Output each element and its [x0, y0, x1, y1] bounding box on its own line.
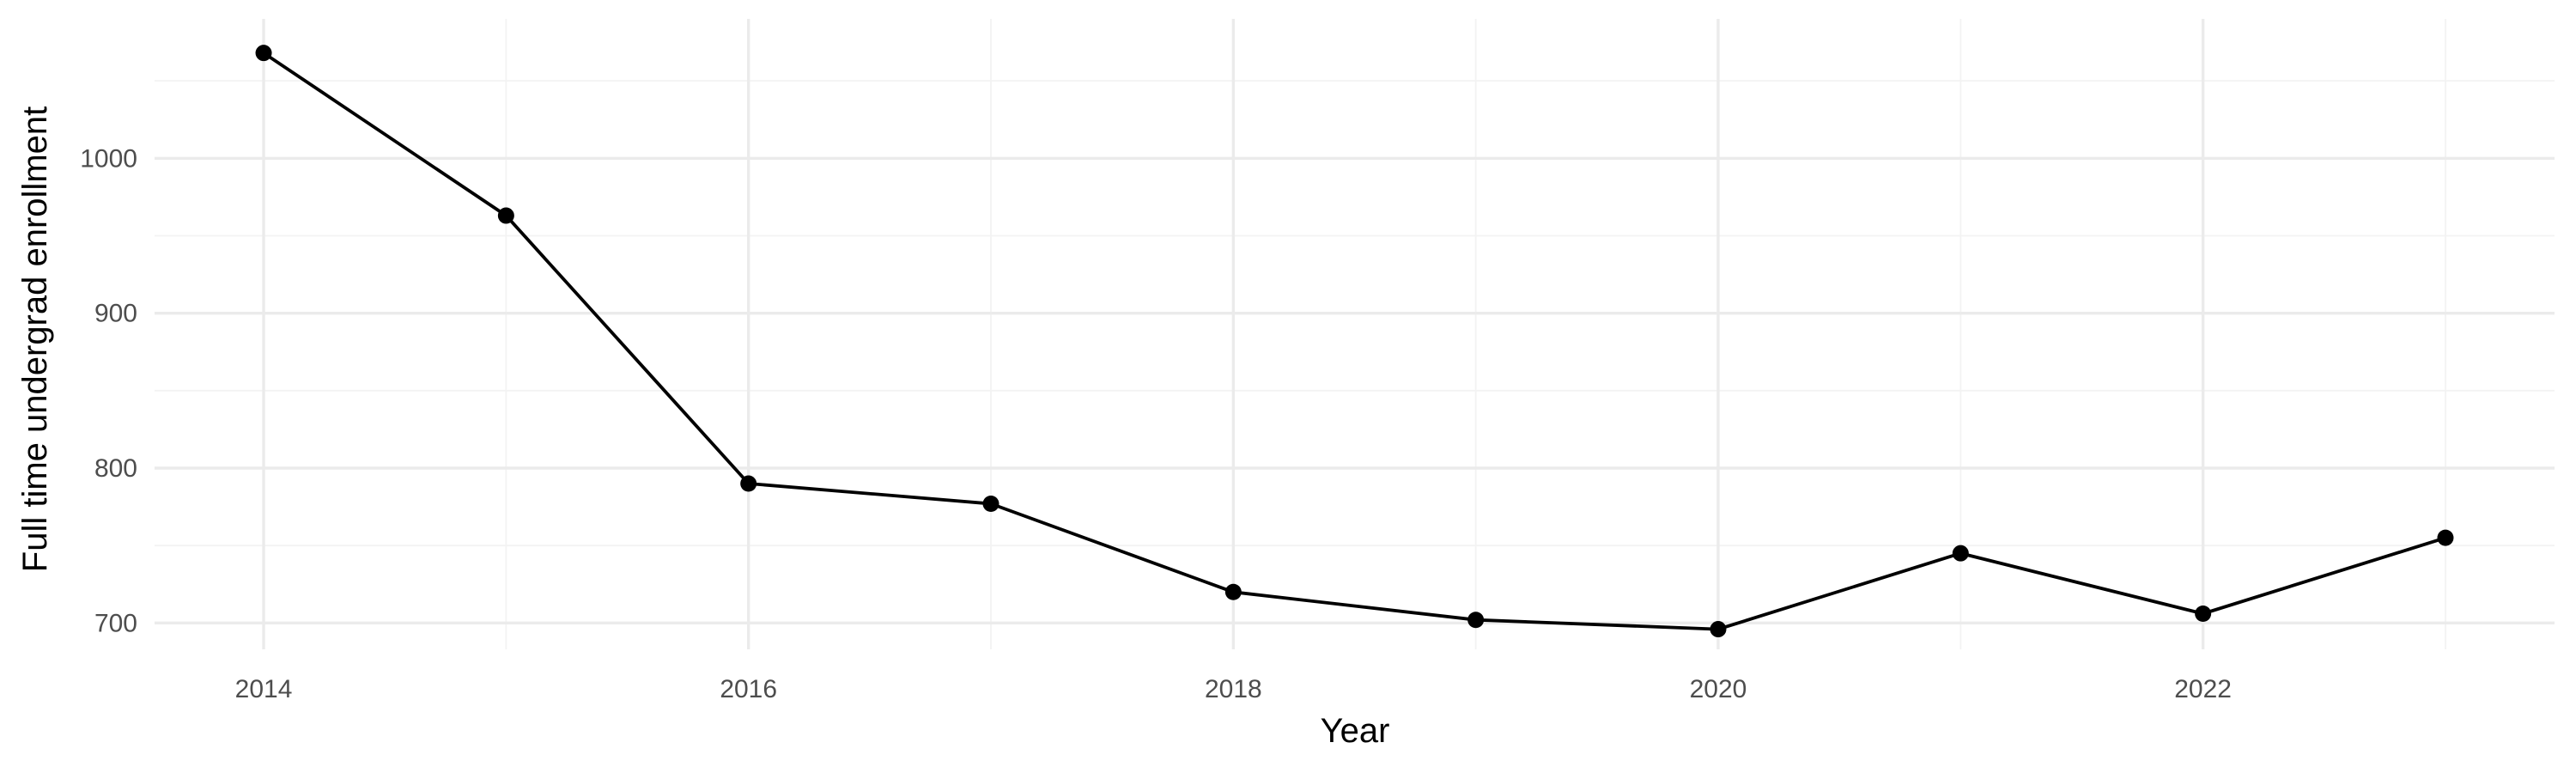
y-tick-label: 800 [94, 454, 137, 483]
x-tick-label: 2016 [720, 675, 777, 703]
data-point-2014 [255, 45, 272, 62]
data-point-2019 [1467, 612, 1485, 629]
data-point-2017 [982, 495, 999, 512]
data-point-2021 [1952, 545, 1969, 562]
y-axis: 700 800 900 1000 [80, 144, 137, 637]
data-point-2023 [2437, 529, 2454, 546]
data-point-2022 [2195, 606, 2212, 623]
gridlines [155, 19, 2555, 649]
y-axis-title: Full time undergrad enrollment [16, 107, 54, 572]
y-tick-label: 1000 [80, 144, 137, 173]
data-point-2020 [1710, 621, 1727, 638]
series-line [262, 52, 2446, 631]
x-tick-label: 2022 [2174, 675, 2232, 703]
y-tick-label: 900 [94, 300, 137, 328]
data-point-2016 [740, 475, 757, 492]
x-tick-label: 2018 [1205, 675, 1262, 703]
x-axis: 2014 2016 2018 2020 2022 [235, 675, 2232, 703]
x-tick-label: 2014 [235, 675, 293, 703]
data-point-2018 [1224, 583, 1242, 600]
series-layer [255, 45, 2454, 638]
x-tick-label: 2020 [1690, 675, 1747, 703]
data-point-2015 [497, 207, 514, 224]
x-axis-title: Year [1321, 712, 1390, 750]
y-tick-label: 700 [94, 609, 137, 637]
